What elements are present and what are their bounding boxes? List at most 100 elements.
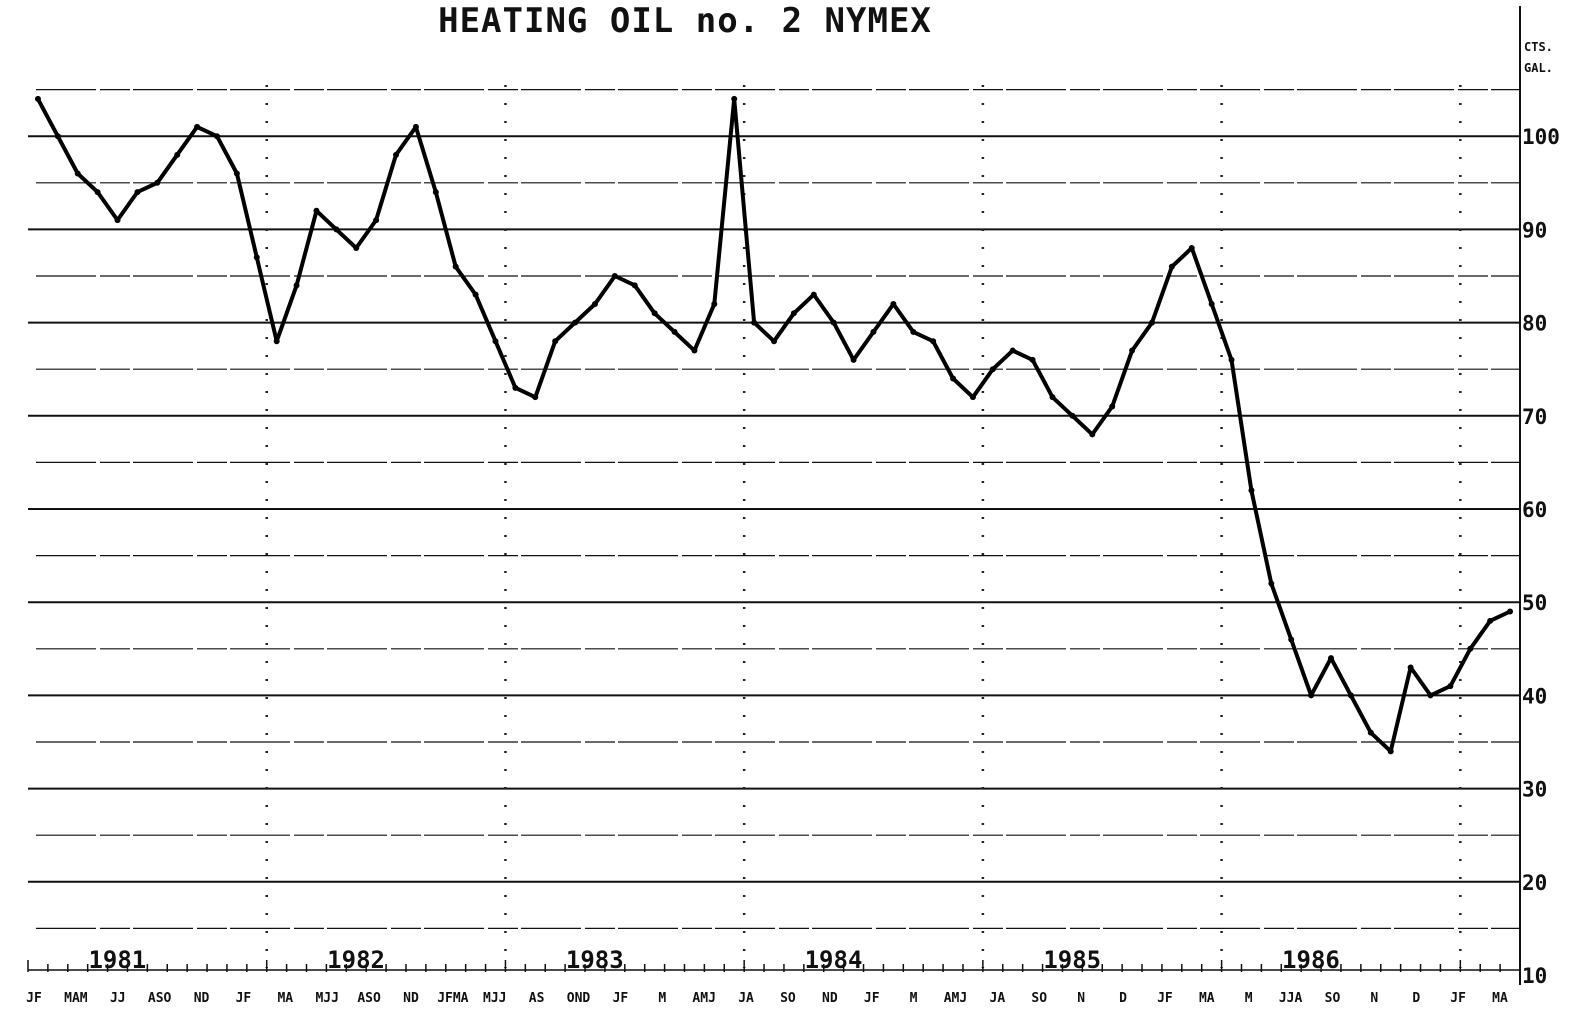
data-point [233, 170, 240, 177]
month-label: ASO [148, 991, 172, 1006]
data-point [174, 151, 181, 158]
data-point [1447, 683, 1454, 690]
data-point [691, 347, 698, 354]
year-label: 1986 [1282, 946, 1340, 974]
data-point [930, 338, 937, 345]
y-tick-label: 50 [1522, 591, 1547, 615]
data-point [1129, 347, 1136, 354]
gridlines [28, 88, 1520, 930]
data-point [611, 273, 618, 279]
data-point [910, 328, 917, 335]
data-point [1328, 655, 1335, 662]
series-line [36, 96, 1511, 754]
unit-label-bottom: GAL. [1524, 61, 1553, 75]
year-labels: 1981 1982 1983 1984 1985 1986 [88, 946, 1339, 974]
data-point [1367, 729, 1374, 736]
data-point [273, 338, 280, 345]
month-label: N [1077, 991, 1085, 1006]
month-label: JA [738, 991, 754, 1006]
data-point [1407, 664, 1414, 671]
month-label: OND [567, 991, 591, 1006]
data-point [74, 170, 81, 177]
data-point [711, 300, 718, 307]
data-point [790, 310, 797, 317]
year-label: 1984 [805, 946, 863, 974]
month-label: ND [194, 991, 210, 1006]
data-point [34, 95, 41, 102]
month-label: SO [780, 991, 796, 1006]
month-label: M [658, 991, 666, 1006]
data-point [1148, 319, 1155, 326]
data-point [1208, 300, 1215, 307]
month-label: ND [403, 991, 419, 1006]
data-point [1487, 617, 1494, 624]
data-point [950, 375, 957, 382]
month-label: JF [1157, 991, 1173, 1006]
month-labels: JF MAM JJ ASO ND JF MA MJJ ASO ND JFMA MJJ AS OND JF M A… [26, 991, 1508, 1006]
data-point [253, 254, 260, 261]
data-point [114, 217, 121, 224]
data-point [870, 328, 877, 335]
month-label: MA [277, 991, 293, 1006]
data-point [572, 319, 579, 326]
data-point [1347, 692, 1354, 699]
month-label: D [1412, 991, 1420, 1006]
month-label: ASO [357, 991, 381, 1006]
data-point [1049, 394, 1056, 401]
data-point [890, 300, 897, 307]
data-point [492, 338, 499, 345]
y-tick-label: 40 [1522, 684, 1547, 708]
data-point [1009, 347, 1016, 354]
data-point [731, 95, 738, 102]
data-point [1228, 356, 1235, 363]
data-point [333, 226, 340, 233]
month-label: SO [1031, 991, 1047, 1006]
data-point [134, 189, 141, 196]
data-point [313, 207, 320, 214]
data-point [353, 245, 360, 252]
data-point [1248, 487, 1255, 494]
data-point [1308, 692, 1315, 699]
data-point [1168, 263, 1175, 270]
month-label: MJJ [483, 991, 506, 1006]
y-tick-label: 30 [1522, 778, 1547, 802]
month-label: SO [1325, 991, 1341, 1006]
data-point [373, 217, 380, 224]
y-tick-label: 60 [1522, 498, 1547, 522]
month-label: N [1370, 991, 1378, 1006]
year-label: 1981 [88, 946, 146, 974]
month-label: JFMA [437, 991, 468, 1006]
data-point [512, 384, 519, 391]
data-point [989, 366, 996, 373]
data-point [631, 282, 638, 289]
data-point [54, 133, 61, 140]
month-label: JF [864, 991, 880, 1006]
data-point [850, 356, 857, 363]
data-point [393, 151, 400, 158]
data-point [1089, 431, 1096, 438]
data-point [651, 310, 658, 317]
year-label: 1983 [566, 946, 624, 974]
year-label: 1985 [1043, 946, 1101, 974]
data-point [154, 179, 161, 186]
data-point [591, 300, 598, 307]
month-label: JF [26, 991, 42, 1006]
data-point [1268, 580, 1275, 587]
x-ticks [27, 960, 1521, 972]
month-label: AMJ [944, 991, 967, 1006]
y-tick-label: 20 [1522, 871, 1547, 895]
month-label: JJ [110, 991, 126, 1006]
month-label: MAM [64, 991, 88, 1006]
month-label: MA [1199, 991, 1215, 1006]
data-point [671, 328, 678, 335]
series-heating-oil [34, 95, 1514, 755]
data-point [552, 338, 559, 345]
data-point [830, 319, 837, 326]
month-label: AMJ [692, 991, 715, 1006]
unit-label-top: CTS. [1524, 40, 1553, 54]
month-label: MJJ [315, 991, 338, 1006]
month-label: ND [822, 991, 838, 1006]
data-point [771, 338, 777, 345]
data-point [1467, 645, 1474, 652]
data-point [472, 291, 479, 298]
